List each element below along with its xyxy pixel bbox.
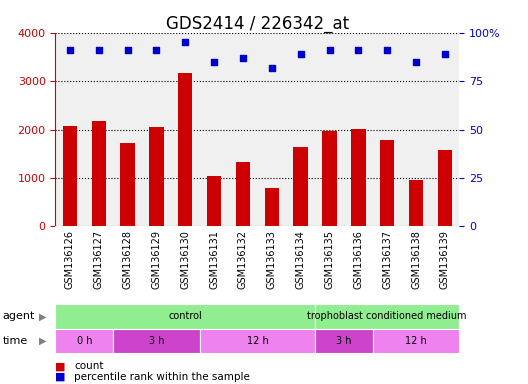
Bar	[149, 127, 164, 227]
Text: GSM136131: GSM136131	[209, 230, 219, 289]
Text: control: control	[168, 311, 202, 321]
Point	[181, 39, 190, 45]
Text: GSM136135: GSM136135	[325, 230, 335, 289]
Text: GSM136136: GSM136136	[353, 230, 363, 289]
Bar	[409, 180, 423, 227]
Point	[210, 59, 219, 65]
Title: GDS2414 / 226342_at: GDS2414 / 226342_at	[166, 15, 349, 33]
Text: 12 h: 12 h	[405, 336, 427, 346]
Text: percentile rank within the sample: percentile rank within the sample	[74, 372, 250, 382]
Text: time: time	[3, 336, 28, 346]
Text: GSM136130: GSM136130	[180, 230, 190, 289]
Bar	[178, 73, 193, 227]
Point	[325, 47, 334, 53]
Text: 3 h: 3 h	[336, 336, 352, 346]
Bar	[315, 304, 459, 329]
Point	[441, 51, 449, 57]
Bar	[236, 162, 250, 227]
Text: ▶: ▶	[39, 311, 46, 321]
Text: GSM136126: GSM136126	[65, 230, 75, 289]
Text: ▶: ▶	[39, 336, 46, 346]
Text: trophoblast conditioned medium: trophoblast conditioned medium	[307, 311, 467, 321]
Text: GSM136128: GSM136128	[122, 230, 133, 289]
Bar	[315, 329, 373, 353]
Text: 3 h: 3 h	[149, 336, 164, 346]
Bar	[120, 143, 135, 227]
Point	[268, 65, 276, 71]
Bar	[380, 140, 394, 227]
Text: GSM136133: GSM136133	[267, 230, 277, 289]
Bar	[373, 329, 459, 353]
Text: GSM136127: GSM136127	[93, 230, 103, 290]
Text: GSM136129: GSM136129	[152, 230, 162, 289]
Bar	[63, 126, 77, 227]
Bar	[113, 329, 200, 353]
Bar	[322, 131, 337, 227]
Text: ■: ■	[55, 372, 66, 382]
Text: GSM136134: GSM136134	[296, 230, 306, 289]
Point	[412, 59, 420, 65]
Text: GSM136137: GSM136137	[382, 230, 392, 289]
Text: 12 h: 12 h	[247, 336, 268, 346]
Text: GSM136132: GSM136132	[238, 230, 248, 289]
Point	[65, 47, 74, 53]
Point	[124, 47, 132, 53]
Text: ■: ■	[55, 361, 66, 371]
Bar	[438, 151, 452, 227]
Point	[152, 47, 161, 53]
Point	[296, 51, 305, 57]
Point	[239, 55, 247, 61]
Bar	[265, 188, 279, 227]
Text: count: count	[74, 361, 103, 371]
Bar	[351, 129, 365, 227]
Bar	[200, 329, 315, 353]
Bar	[91, 121, 106, 227]
Text: 0 h: 0 h	[77, 336, 92, 346]
Bar	[207, 175, 221, 227]
Bar	[55, 329, 113, 353]
Text: GSM136139: GSM136139	[440, 230, 450, 289]
Bar	[294, 147, 308, 227]
Point	[95, 47, 103, 53]
Point	[354, 47, 363, 53]
Point	[383, 47, 391, 53]
Bar	[55, 304, 315, 329]
Text: agent: agent	[3, 311, 35, 321]
Text: GSM136138: GSM136138	[411, 230, 421, 289]
